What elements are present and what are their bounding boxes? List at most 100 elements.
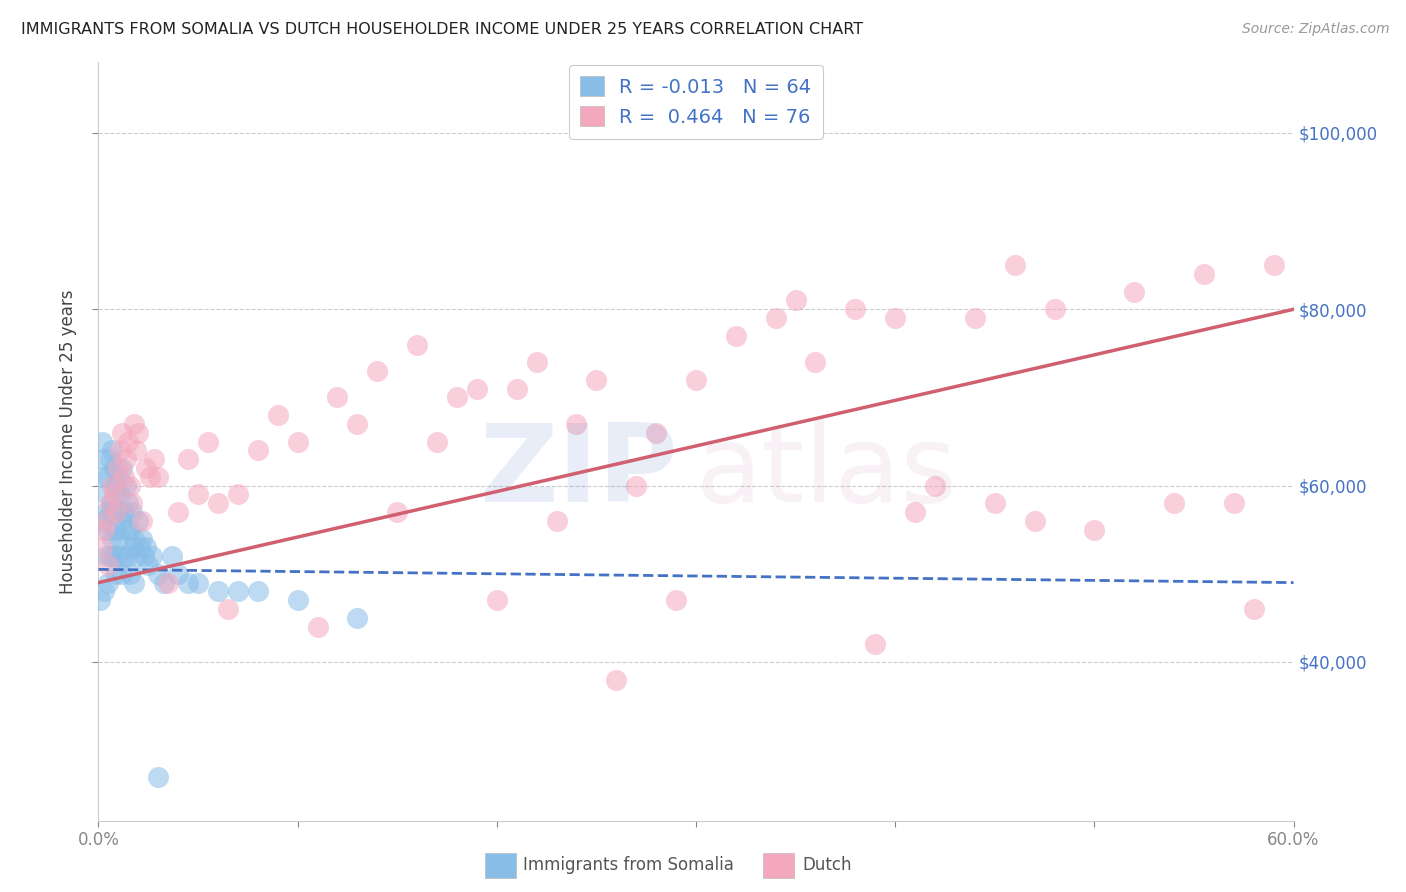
Point	[153, 575, 176, 590]
Point	[167, 566, 190, 581]
Point	[385, 505, 409, 519]
Text: Immigrants from Somalia: Immigrants from Somalia	[523, 856, 734, 874]
Point	[366, 364, 388, 378]
Point	[101, 496, 124, 510]
Point	[177, 452, 200, 467]
Point	[115, 523, 138, 537]
Point	[107, 461, 129, 475]
Point	[585, 373, 607, 387]
Point	[107, 505, 129, 519]
Point	[884, 311, 907, 326]
Point	[101, 532, 124, 546]
Point	[765, 311, 787, 326]
Point	[197, 434, 219, 449]
Point	[1192, 267, 1215, 281]
Point	[115, 478, 138, 492]
Point	[605, 673, 627, 687]
Point	[1163, 496, 1185, 510]
Point	[103, 549, 125, 563]
Point	[105, 566, 128, 581]
Point	[326, 391, 349, 405]
Point	[97, 523, 120, 537]
Point	[246, 584, 269, 599]
Point	[98, 505, 122, 519]
Point	[107, 549, 129, 563]
Point	[131, 514, 153, 528]
Point	[565, 417, 588, 431]
Point	[97, 558, 120, 572]
Point	[117, 549, 139, 563]
Point	[187, 487, 209, 501]
Point	[904, 505, 927, 519]
Point	[136, 558, 159, 572]
Point	[91, 470, 114, 484]
Point	[1043, 302, 1066, 317]
Point	[91, 541, 114, 555]
Point	[125, 549, 148, 563]
Point	[1004, 258, 1026, 272]
Point	[267, 408, 290, 422]
Point	[685, 373, 707, 387]
Point	[91, 434, 114, 449]
Point	[121, 496, 143, 510]
Point	[426, 434, 449, 449]
Point	[110, 487, 132, 501]
Point	[111, 566, 134, 581]
Point	[125, 443, 148, 458]
Point	[105, 478, 128, 492]
Point	[101, 443, 124, 458]
Point	[207, 584, 229, 599]
Point	[93, 584, 115, 599]
Point	[160, 549, 183, 563]
Point	[105, 523, 128, 537]
Point	[93, 514, 115, 528]
Point	[103, 505, 125, 519]
Point	[121, 541, 143, 555]
Point	[127, 514, 149, 528]
Point	[1123, 285, 1146, 299]
Point	[97, 575, 120, 590]
Text: Dutch: Dutch	[803, 856, 852, 874]
Point	[626, 478, 648, 492]
Point	[111, 514, 134, 528]
Point	[93, 523, 115, 537]
Point	[141, 549, 163, 563]
Point	[506, 382, 529, 396]
Point	[98, 549, 122, 563]
Point	[105, 505, 128, 519]
Point	[287, 434, 309, 449]
Point	[103, 461, 125, 475]
Point	[96, 487, 118, 501]
Point	[103, 487, 125, 501]
Point	[526, 355, 548, 369]
Point	[963, 311, 986, 326]
Point	[101, 478, 124, 492]
Point	[1263, 258, 1285, 272]
Point	[246, 443, 269, 458]
Point	[785, 293, 807, 308]
Point	[148, 770, 170, 784]
Point	[110, 532, 132, 546]
Point	[187, 575, 209, 590]
Point	[124, 532, 146, 546]
Point	[98, 452, 122, 467]
Point	[226, 584, 249, 599]
Point	[96, 505, 118, 519]
Point	[1243, 602, 1265, 616]
Point	[546, 514, 568, 528]
Point	[406, 337, 429, 351]
Point	[1024, 514, 1046, 528]
Point	[665, 593, 688, 607]
Point	[465, 382, 488, 396]
Point	[112, 505, 135, 519]
Point	[117, 496, 139, 510]
Point	[485, 593, 508, 607]
Point	[112, 470, 135, 484]
Point	[96, 514, 118, 528]
Point	[135, 461, 157, 475]
Point	[89, 593, 111, 607]
Point	[93, 452, 115, 467]
Point	[177, 575, 200, 590]
Point	[148, 470, 170, 484]
Text: ZIP: ZIP	[479, 419, 678, 524]
